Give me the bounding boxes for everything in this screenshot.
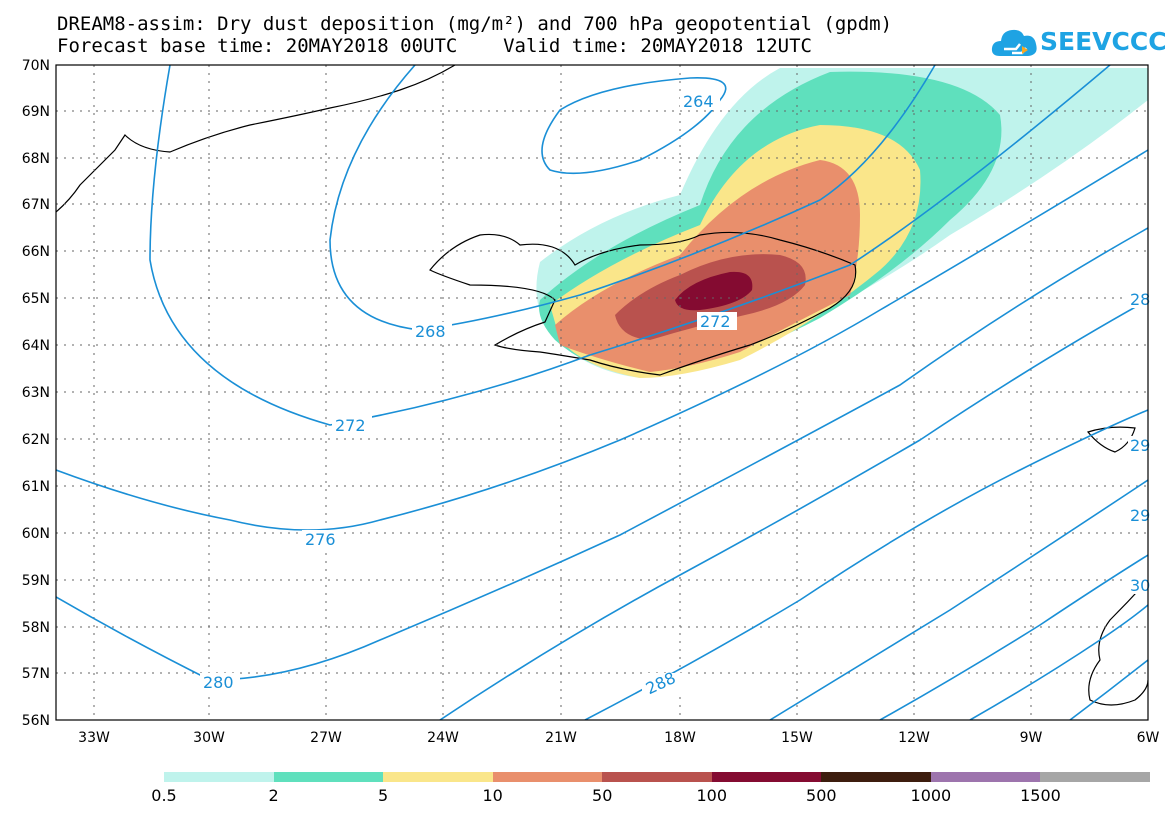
- lat-tick-label: 57N: [22, 666, 50, 682]
- lon-tick-label: 9W: [1020, 730, 1043, 746]
- contour-label: 28: [1130, 290, 1150, 309]
- contour-284: [439, 299, 1148, 720]
- legend-label: 100: [696, 786, 728, 805]
- longitude-axis: 33W 30W 27W 24W 21W 18W 15W 12W 9W 6W: [78, 730, 1159, 746]
- contour-label: 30: [1130, 576, 1150, 595]
- contour-labels: 264 268 272 272 276 280 288 28 29 29 30: [200, 92, 1150, 698]
- contour-label: 29: [1130, 436, 1150, 455]
- cloud-icon: [991, 29, 1037, 56]
- lat-tick-label: 61N: [22, 479, 50, 495]
- legend-swatch: [492, 772, 603, 782]
- lat-tick-label: 70N: [22, 58, 50, 74]
- lon-tick-label: 27W: [310, 730, 342, 746]
- legend-swatch: [821, 772, 932, 782]
- seevccc-logo: SEEVCCC: [990, 20, 1167, 62]
- greenland-coastline: [56, 65, 456, 213]
- contour-276: [56, 149, 1148, 531]
- contour-292: [769, 479, 1148, 720]
- lat-tick-label: 67N: [22, 197, 50, 213]
- legend-swatch: [711, 772, 822, 782]
- lat-tick-label: 60N: [22, 526, 50, 542]
- lon-tick-label: 12W: [898, 730, 930, 746]
- lat-tick-label: 59N: [22, 573, 50, 589]
- contour-268: [329, 65, 936, 331]
- lat-tick-label: 66N: [22, 244, 50, 260]
- legend-swatch: [273, 772, 384, 782]
- legend-label: 5: [378, 786, 389, 805]
- legend-label: 1500: [1020, 786, 1061, 805]
- legend-label: 50: [592, 786, 613, 805]
- lon-tick-label: 15W: [781, 730, 813, 746]
- contour-label: 272: [700, 312, 731, 331]
- contour-288: [584, 409, 1148, 720]
- lat-tick-label: 63N: [22, 385, 50, 401]
- logo-text: SEEVCCC: [1040, 27, 1167, 56]
- lat-tick-label: 69N: [22, 104, 50, 120]
- legend-label: 2: [268, 786, 279, 805]
- legend-swatch: [383, 772, 494, 782]
- legend-label: 500: [806, 786, 837, 805]
- forecast-time-subtitle: Forecast base time: 20MAY2018 00UTC Vali…: [57, 35, 812, 57]
- contour-300: [969, 604, 1148, 720]
- geopotential-contours: [56, 65, 1148, 720]
- lon-tick-label: 21W: [545, 730, 577, 746]
- legend-swatch: [1040, 772, 1151, 782]
- contour-label: 264: [683, 92, 714, 111]
- scotland-coastline: [1088, 579, 1148, 706]
- contour-label: 268: [415, 322, 446, 341]
- legend-swatch: [602, 772, 713, 782]
- latitude-axis: 70N 69N 68N 67N 66N 65N 64N 63N 62N 61N …: [22, 58, 50, 729]
- contour-264: [541, 77, 727, 175]
- color-legend: [164, 772, 1151, 782]
- lat-tick-label: 68N: [22, 151, 50, 167]
- chart-title: DREAM8-assim: Dry dust deposition (mg/m²…: [57, 13, 893, 35]
- coastlines: [56, 65, 1148, 706]
- iceland-coastline: [429, 231, 857, 376]
- dust-deposition-field: [536, 68, 1148, 378]
- legend-label: 0.5: [151, 786, 177, 805]
- lat-tick-label: 62N: [22, 432, 50, 448]
- lon-tick-label: 6W: [1137, 730, 1160, 746]
- contour-label: 280: [203, 673, 234, 692]
- lat-tick-label: 65N: [22, 291, 50, 307]
- contour-label: 29: [1130, 506, 1150, 525]
- dust-contour-100: [675, 271, 753, 311]
- faroe-coastline: [1086, 426, 1136, 453]
- legend-swatch: [930, 772, 1041, 782]
- lat-tick-label: 56N: [22, 713, 50, 729]
- legend-swatch: [164, 772, 275, 782]
- contour-label: 276: [305, 530, 336, 549]
- lon-tick-label: 30W: [193, 730, 225, 746]
- contour-296: [879, 554, 1148, 720]
- map-frame: [55, 64, 1149, 721]
- legend-label: 1000: [910, 786, 952, 805]
- lat-tick-label: 58N: [22, 620, 50, 636]
- lon-tick-label: 33W: [78, 730, 110, 746]
- graticule: [56, 65, 1148, 720]
- lat-tick-label: 64N: [22, 338, 50, 354]
- contour-label: 272: [335, 416, 366, 435]
- contour-272: [149, 65, 1111, 426]
- contour-304: [1069, 659, 1148, 720]
- lon-tick-label: 24W: [427, 730, 459, 746]
- legend-label: 10: [482, 786, 503, 805]
- lon-tick-label: 18W: [664, 730, 696, 746]
